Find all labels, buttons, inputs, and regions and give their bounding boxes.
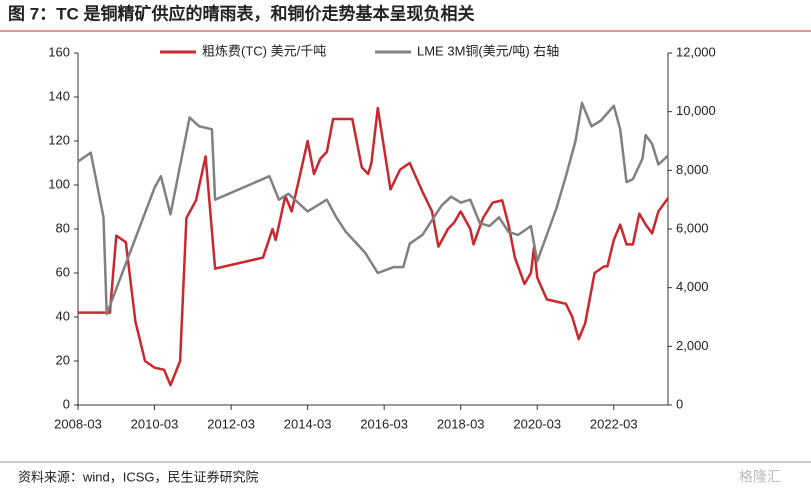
series-line <box>78 106 670 387</box>
x-tick-label: 2016-03 <box>360 416 408 431</box>
y-tick-label: 140 <box>48 88 70 103</box>
watermark: 格隆汇 <box>739 469 781 485</box>
y2-tick-label: 8,000 <box>676 162 709 177</box>
y2-tick-label: 2,000 <box>676 338 709 353</box>
y-tick-label: 40 <box>56 308 70 323</box>
series-line <box>77 101 669 316</box>
y-tick-label: 120 <box>48 132 70 147</box>
x-tick-label: 2014-03 <box>284 416 332 431</box>
y-tick-label: 60 <box>56 264 70 279</box>
x-tick-label: 2022-03 <box>590 416 638 431</box>
y-tick-label: 20 <box>56 352 70 367</box>
x-tick-label: 2018-03 <box>437 416 485 431</box>
x-tick-label: 2010-03 <box>131 416 179 431</box>
y-tick-label: 160 <box>48 44 70 59</box>
x-tick-label: 2012-03 <box>207 416 255 431</box>
y-tick-label: 80 <box>56 220 70 235</box>
source: 资料来源：wind，ICSG，民生证券研究院 <box>18 469 259 484</box>
y-tick-label: 0 <box>63 396 70 411</box>
y2-tick-label: 6,000 <box>676 220 709 235</box>
x-tick-label: 2008-03 <box>54 416 102 431</box>
legend-label: 粗炼费(TC) 美元/千吨 <box>202 43 326 58</box>
y2-tick-label: 12,000 <box>676 44 716 59</box>
x-tick-label: 2020-03 <box>513 416 561 431</box>
chart-title: 图 7：TC 是铜精矿供应的晴雨表，和铜价走势基本呈现负相关 <box>8 3 475 23</box>
legend-label: LME 3M铜(美元/吨) 右轴 <box>417 43 559 58</box>
y-tick-label: 100 <box>48 176 70 191</box>
y2-tick-label: 0 <box>676 396 683 411</box>
y2-tick-label: 10,000 <box>676 103 716 118</box>
y2-tick-label: 4,000 <box>676 279 709 294</box>
